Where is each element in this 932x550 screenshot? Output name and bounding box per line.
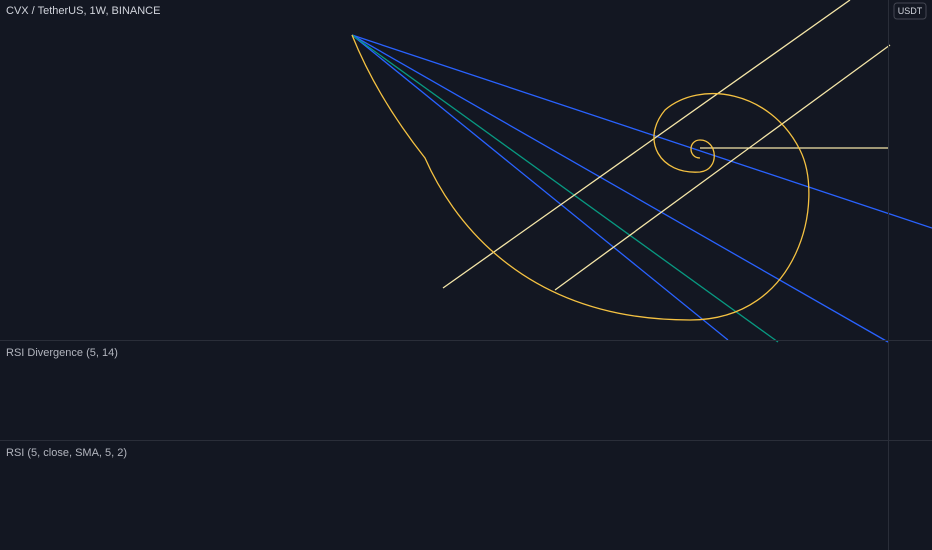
trend-line — [351, 34, 779, 343]
trend-line — [351, 34, 889, 343]
indicator-title: RSI (5, close, SMA, 5, 2) — [6, 447, 127, 459]
fib-spiral — [351, 34, 810, 321]
channel-line — [554, 44, 891, 291]
trend-line — [351, 34, 729, 341]
currency[interactable]: USDT — [898, 6, 923, 16]
currency-box[interactable] — [893, 2, 927, 20]
drawings — [351, 0, 932, 343]
trend-line — [351, 34, 932, 229]
channel-line — [442, 0, 851, 289]
symbol-title: CVX / TetherUS, 1W, BINANCE — [6, 5, 160, 17]
indicator-title: RSI Divergence (5, 14) — [6, 347, 118, 359]
